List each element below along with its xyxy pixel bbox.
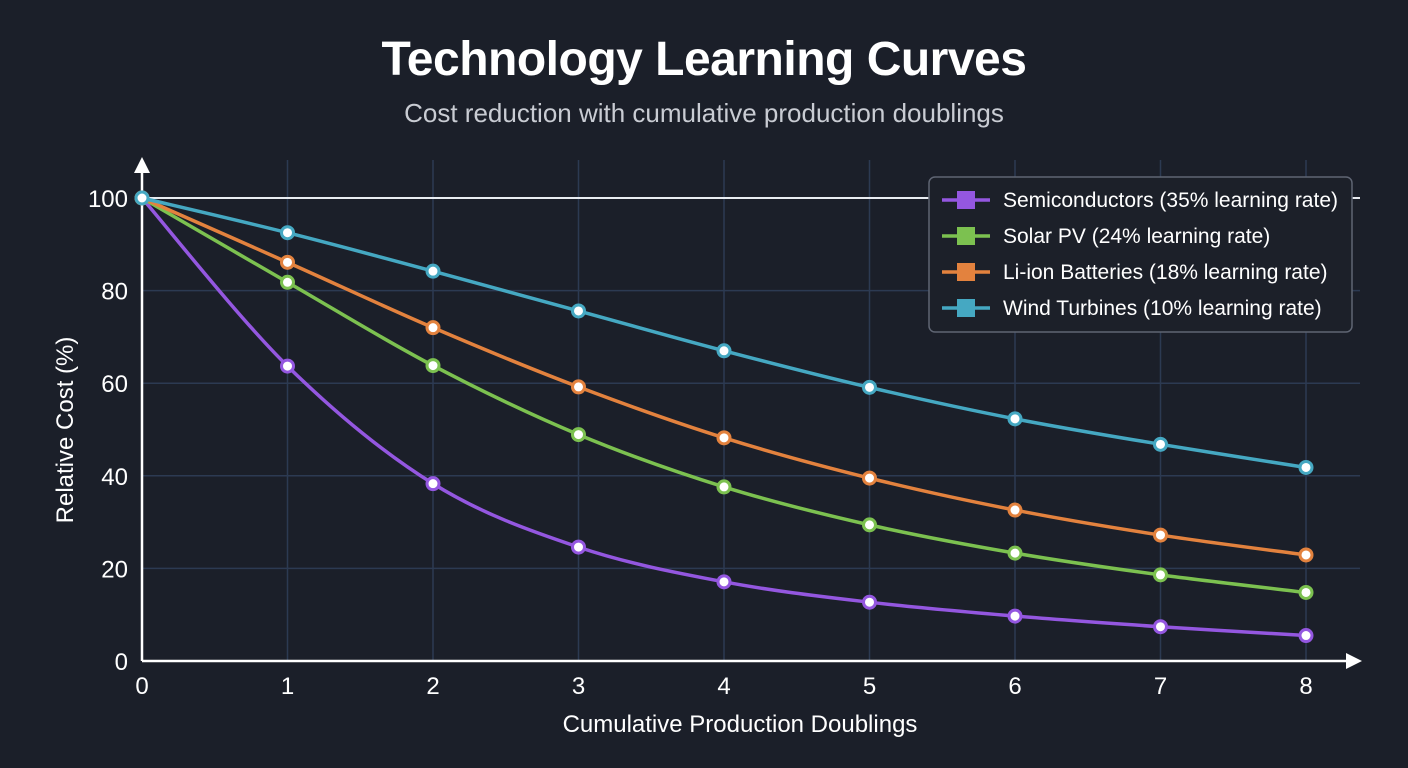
legend-item: Li-ion Batteries (18% learning rate): [942, 261, 1328, 284]
data-point: [425, 320, 441, 336]
x-tick-label: 8: [1299, 673, 1312, 700]
data-point: [862, 470, 877, 486]
y-tick-label: 80: [101, 279, 128, 306]
x-tick-label: 6: [1008, 673, 1021, 700]
y-tick-label: 40: [101, 464, 128, 491]
data-point: [716, 430, 732, 446]
data-point: [1153, 436, 1168, 452]
x-tick-label: 7: [1154, 673, 1167, 700]
x-axis-label: Cumulative Production Doublings: [563, 711, 918, 738]
legend-item: Semiconductors (35% learning rate): [942, 189, 1338, 212]
data-point: [571, 379, 586, 395]
series-group: [134, 190, 1314, 475]
legend-marker: [957, 191, 975, 209]
data-point: [1007, 608, 1023, 624]
data-point: [1298, 628, 1314, 644]
legend: Semiconductors (35% learning rate) Solar …: [928, 176, 1353, 333]
data-point: [134, 190, 150, 206]
data-point: [280, 225, 295, 241]
legend-box: [928, 176, 1353, 333]
data-point: [1153, 527, 1168, 543]
data-point: [1298, 459, 1314, 475]
chart-subtitle: Cost reduction with cumulative productio…: [404, 98, 1004, 128]
x-tick-label: 1: [281, 673, 294, 700]
x-tick-label: 5: [863, 673, 876, 700]
data-point: [425, 476, 441, 492]
y-tick-label: 0: [115, 649, 128, 676]
data-point: [716, 574, 732, 590]
data-point: [862, 594, 877, 610]
chart-title: Technology Learning Curves: [381, 33, 1027, 86]
series-group: [134, 190, 1314, 563]
data-point: [1298, 547, 1314, 563]
series-lines: [134, 190, 1314, 644]
data-point: [862, 379, 877, 395]
axes: [134, 157, 1362, 669]
legend-marker: [957, 299, 975, 317]
data-point: [1153, 567, 1168, 583]
data-point: [280, 254, 295, 270]
legend-marker: [957, 263, 975, 281]
data-point: [280, 358, 295, 374]
legend-label: Solar PV (24% learning rate): [1003, 225, 1270, 248]
data-point: [425, 263, 441, 279]
legend-label: Semiconductors (35% learning rate): [1003, 189, 1338, 212]
data-point: [571, 539, 586, 555]
y-axis-label: Relative Cost (%): [52, 337, 79, 524]
data-point: [1153, 619, 1168, 635]
y-tick-label: 100: [88, 186, 128, 213]
x-tick-label: 2: [426, 673, 439, 700]
y-tick-label: 20: [101, 556, 128, 583]
data-point: [425, 358, 441, 374]
data-point: [571, 427, 586, 443]
x-tick-label: 3: [572, 673, 585, 700]
data-point: [1007, 411, 1023, 427]
data-point: [716, 479, 732, 495]
x-tick-label: 4: [717, 673, 730, 700]
legend-label: Wind Turbines (10% learning rate): [1003, 297, 1322, 320]
y-axis-arrow: [134, 157, 150, 173]
x-tick-label: 0: [135, 673, 148, 700]
data-point: [1007, 502, 1023, 518]
legend-marker: [957, 227, 975, 245]
legend-item: Wind Turbines (10% learning rate): [942, 297, 1322, 320]
data-point: [716, 343, 732, 359]
data-point: [1007, 545, 1023, 561]
y-tick-label: 60: [101, 371, 128, 398]
x-axis-arrow: [1346, 653, 1362, 669]
data-point: [1298, 584, 1314, 600]
data-point: [571, 303, 586, 319]
legend-item: Solar PV (24% learning rate): [942, 225, 1270, 248]
series-group: [134, 190, 1314, 600]
data-point: [862, 517, 877, 533]
legend-label: Li-ion Batteries (18% learning rate): [1003, 261, 1328, 284]
data-point: [280, 274, 295, 290]
